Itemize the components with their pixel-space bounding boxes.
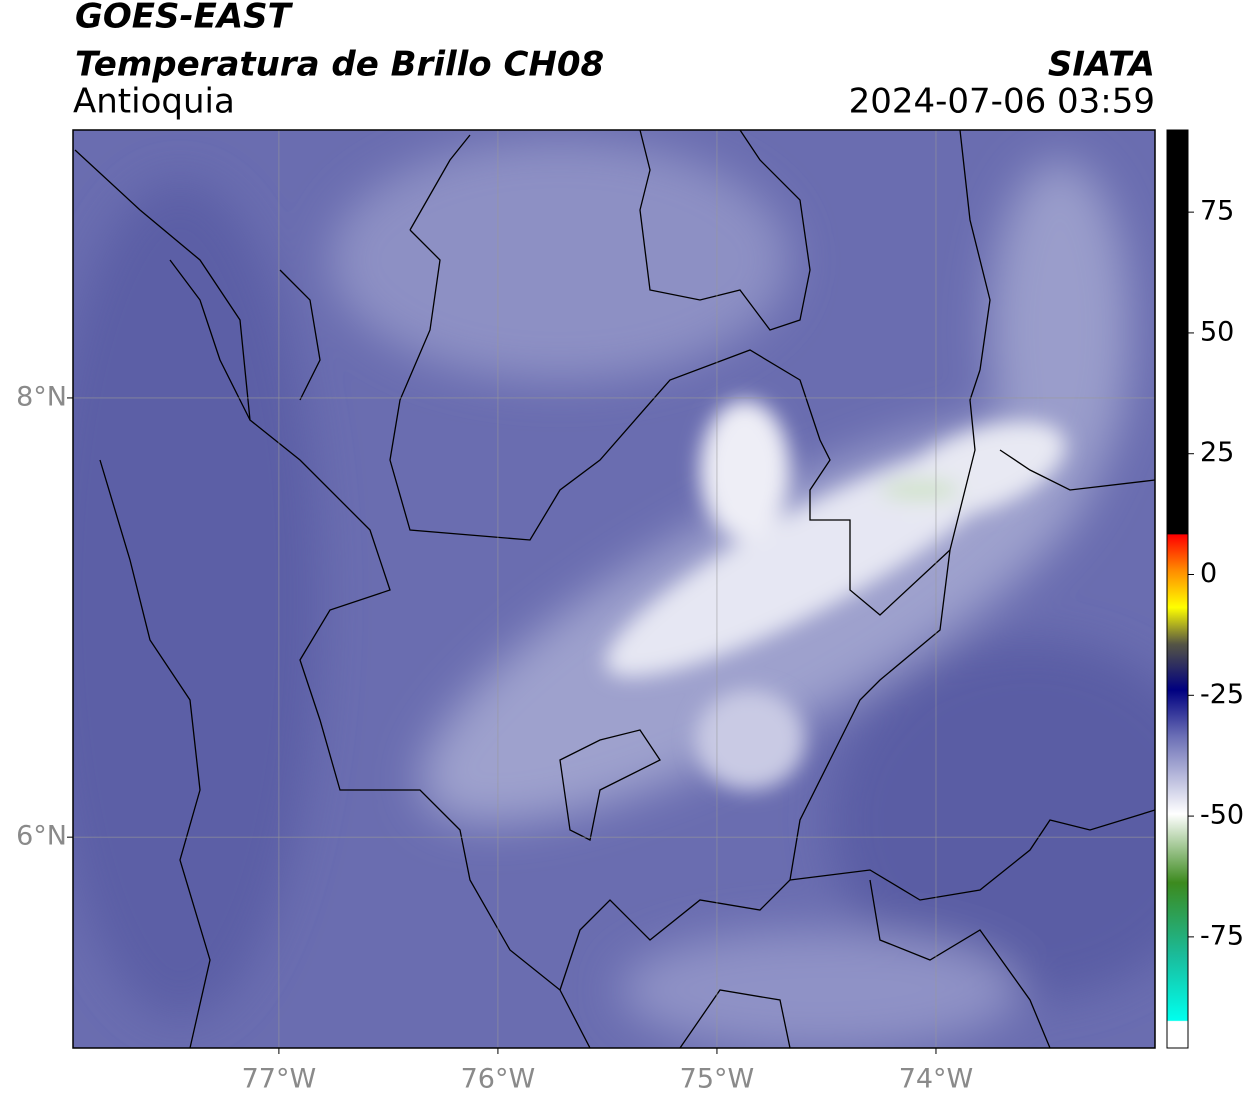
y-tick-label: 8°N — [16, 381, 67, 412]
map-image — [73, 130, 1155, 1048]
x-tick-label: 75°W — [680, 1064, 755, 1095]
colorbar-tick-label: -25 — [1200, 679, 1244, 710]
map-frame — [72, 129, 1156, 1049]
subtitle: Temperatura de Brillo CH08 — [75, 45, 604, 85]
colorbar-tick-label: 75 — [1200, 196, 1234, 227]
colorbar-tick-label: 25 — [1200, 437, 1234, 468]
colorbar-tick-label: 50 — [1200, 316, 1234, 347]
colorbar-tick-label: 0 — [1200, 558, 1217, 589]
region: Antioquia — [73, 82, 235, 122]
datetime: 2024-07-06 03:59 — [849, 82, 1155, 122]
x-tick-label: 74°W — [899, 1064, 974, 1095]
source: SIATA — [1048, 45, 1155, 85]
x-tick-label: 77°W — [242, 1064, 317, 1095]
x-tick-label: 76°W — [461, 1064, 536, 1095]
colorbar — [1166, 129, 1189, 1049]
grid — [73, 130, 1155, 1048]
title: GOES-EAST — [75, 0, 294, 37]
y-tick-label: 6°N — [16, 821, 67, 852]
colorbar-tick-label: -50 — [1200, 800, 1244, 831]
colorbar-tick-label: -75 — [1200, 920, 1244, 951]
